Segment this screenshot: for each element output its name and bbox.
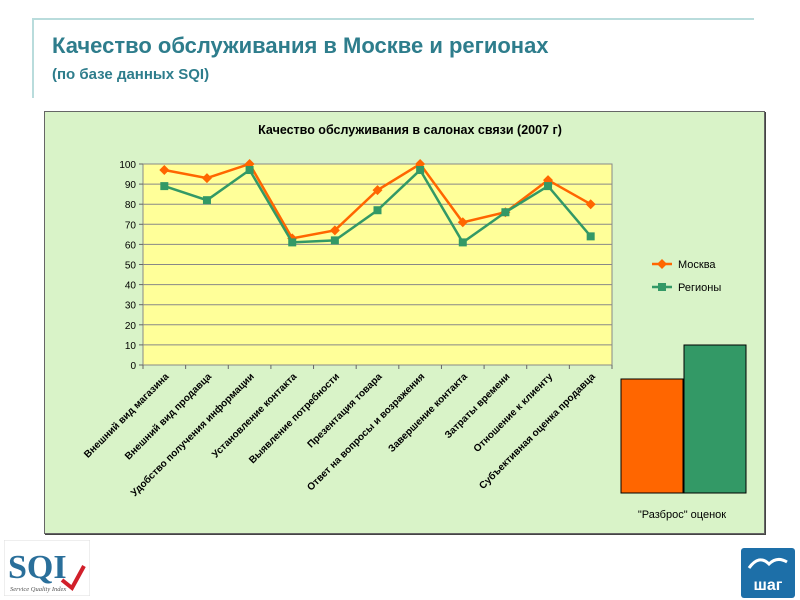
data-point-regions [458, 238, 467, 247]
data-point-regions [416, 166, 425, 175]
data-point-regions [245, 166, 254, 175]
data-point-regions [288, 238, 297, 247]
shag-logo: шаг [741, 548, 795, 598]
y-tick-label: 100 [119, 160, 136, 171]
title-top-rule [32, 18, 754, 20]
series-lines [159, 159, 596, 247]
x-tick-label: Выявление потребности [246, 371, 342, 467]
data-point-moscow [457, 217, 468, 228]
chart-canvas: Качество обслуживания в салонах связи (2… [82, 123, 747, 521]
spread-chart-label: "Разброс" оценок [638, 509, 726, 521]
data-point-moscow [201, 173, 212, 184]
x-tick-label: Завершение контакта [387, 371, 471, 455]
data-point-moscow [159, 165, 170, 176]
x-tick-label: Установление контакта [210, 371, 299, 460]
y-tick-label: 60 [125, 240, 137, 251]
x-tick-label: Отношение к клиенту [472, 371, 556, 455]
data-point-regions [373, 206, 382, 215]
data-point-regions [330, 236, 339, 245]
slide-subtitle: (по базе данных SQI) [52, 66, 210, 83]
legend-label: Регионы [678, 282, 721, 294]
x-tick-label: Внешний вид продавца [123, 371, 214, 462]
sqi-logo-caption: Service Quality Index [10, 586, 66, 593]
y-tick-label: 40 [125, 281, 137, 292]
y-tick-label: 90 [125, 180, 137, 191]
y-tick-label: 80 [125, 200, 137, 211]
y-tick-label: 30 [125, 301, 137, 312]
data-point-regions [544, 182, 553, 191]
legend: Москва Регионы [652, 259, 721, 294]
sqi-logo: SQI Service Quality Index [4, 540, 90, 596]
legend-marker [657, 259, 667, 269]
data-point-regions [160, 182, 169, 191]
shag-logo-text: шаг [754, 577, 783, 594]
title-left-rule [32, 18, 34, 98]
spread-bar-regions [683, 344, 747, 494]
legend-label: Москва [678, 259, 716, 271]
spread-bar-chart [620, 344, 747, 494]
data-point-regions [202, 196, 211, 205]
legend-marker [658, 283, 666, 291]
chart-panel: Качество обслуживания в салонах связи (2… [44, 111, 765, 534]
sqi-logo-text: SQI [8, 549, 67, 586]
y-tick-label: 0 [130, 361, 136, 372]
slide-title: Качество обслуживания в Москве и региона… [52, 33, 549, 58]
y-tick-label: 70 [125, 220, 137, 231]
data-point-regions [586, 232, 595, 241]
x-tick-label: Внешний вид магазина [82, 371, 171, 460]
x-tick-label: Презентация товара [306, 371, 385, 450]
y-tick-label: 10 [125, 341, 137, 352]
y-axis-ticks: 0 10 20 30 40 50 60 70 80 90 100 [119, 160, 143, 372]
data-point-moscow [372, 185, 383, 196]
spread-bar-moscow [620, 378, 684, 494]
y-tick-label: 50 [125, 261, 137, 272]
chart-title: Качество обслуживания в салонах связи (2… [258, 123, 562, 137]
grid-lines [143, 163, 612, 366]
data-point-regions [501, 208, 510, 217]
data-point-moscow [329, 225, 340, 236]
data-point-moscow [585, 199, 596, 210]
y-tick-label: 20 [125, 321, 137, 332]
